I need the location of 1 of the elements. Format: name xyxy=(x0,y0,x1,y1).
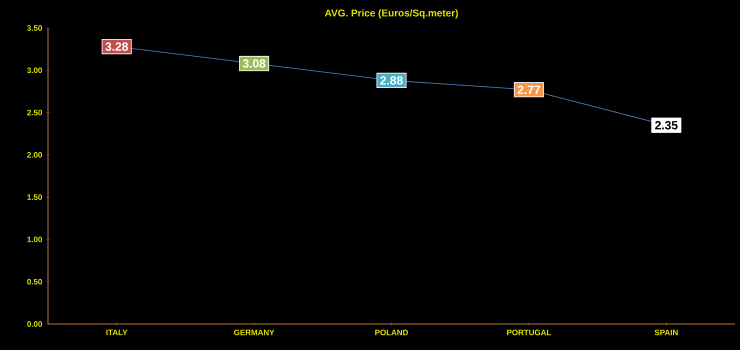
chart-title: AVG. Price (Euros/Sq.meter) xyxy=(324,9,458,18)
